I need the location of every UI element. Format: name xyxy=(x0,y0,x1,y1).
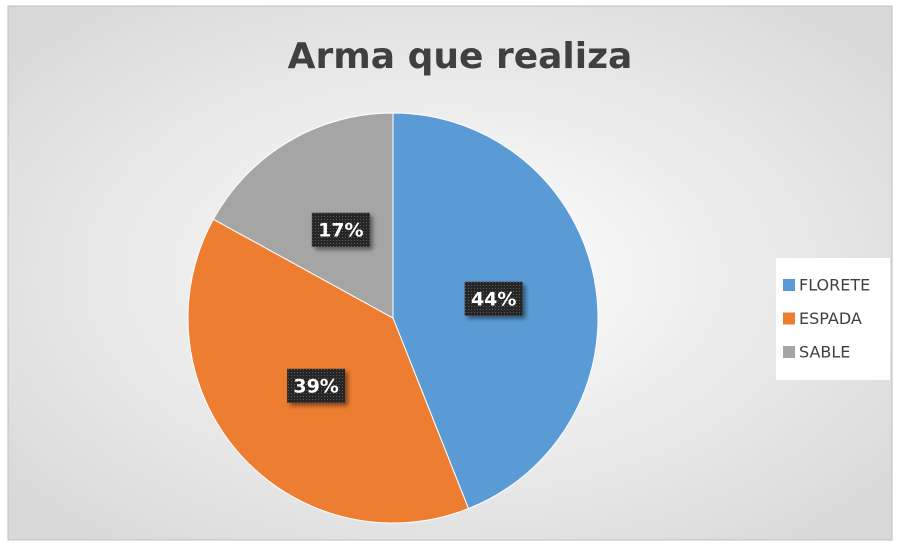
legend-label: FLORETE xyxy=(799,276,870,295)
legend-swatch xyxy=(783,346,795,358)
pie-slice xyxy=(212,112,394,319)
data-label-box xyxy=(311,212,370,247)
legend-swatch xyxy=(783,312,795,325)
chart-title: Arma que realiza xyxy=(288,36,633,77)
legend-swatch xyxy=(783,279,795,291)
data-label: 17% xyxy=(318,219,363,241)
legend-label: ESPADA xyxy=(799,309,862,328)
data-label: 44% xyxy=(471,288,516,310)
data-label: 39% xyxy=(293,375,338,397)
legend-label: SABLE xyxy=(799,343,850,362)
data-label-box xyxy=(464,281,523,316)
data-label-box xyxy=(287,368,346,403)
